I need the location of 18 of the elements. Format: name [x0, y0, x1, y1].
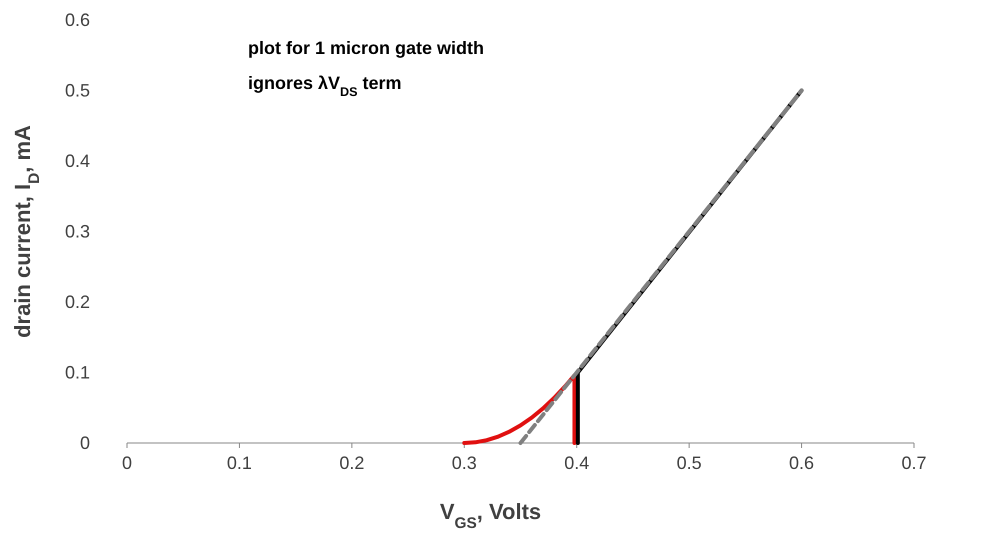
y-tick-label: 0.4 — [64, 151, 90, 171]
x-tick-label: 0.1 — [226, 453, 252, 473]
x-axis-title: V$_{GS}$, Volts — [440, 499, 542, 532]
annotation: plot for 1 micron gate width — [248, 38, 484, 58]
y-tick-label: 0.3 — [64, 222, 90, 242]
annotation: ignores λV$_{DS}$ term — [248, 73, 402, 99]
y-tick-label: 0.2 — [64, 292, 90, 312]
x-tick-label: 0.3 — [452, 453, 477, 473]
x-tick-label: 0 — [122, 453, 132, 473]
y-tick-label: 0.6 — [64, 10, 90, 30]
x-tick-label: 0.7 — [901, 453, 927, 473]
y-tick-label: 0.1 — [64, 362, 90, 382]
x-tick-label: 0.2 — [339, 453, 364, 473]
x-tick-label: 0.4 — [564, 453, 590, 473]
y-tick-label: 0.5 — [64, 80, 90, 100]
x-tick-label: 0.5 — [676, 453, 702, 473]
x-tick-label: 0.6 — [789, 453, 814, 473]
y-tick-label: 0 — [80, 433, 90, 453]
